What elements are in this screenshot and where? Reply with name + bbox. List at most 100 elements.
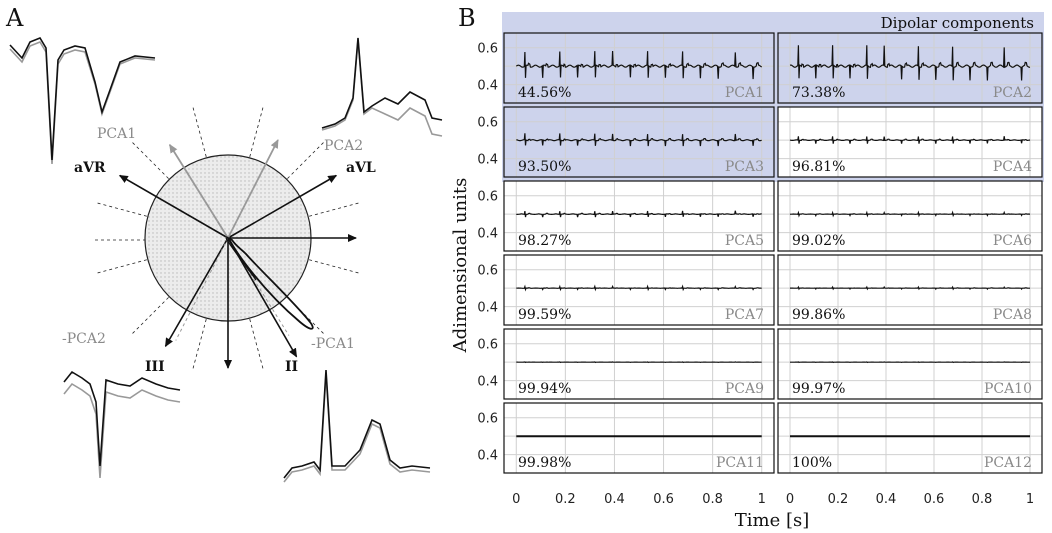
subplot-PCA4: 96.81% PCA4 (777, 106, 1043, 178)
y-tick-label: 0.6 (477, 190, 498, 205)
lead-label: III (145, 359, 165, 375)
cumulative-variance-label: 99.59% (518, 307, 571, 323)
x-tick-label: 0 (512, 492, 520, 507)
lead-axis-aVR (118, 174, 229, 239)
component-trace (515, 50, 763, 80)
subplot-PCA1: 44.56% PCA1 0.4 0.6 (477, 32, 775, 104)
ecg-top-left-measured (9, 37, 156, 161)
component-label: PCA10 (984, 381, 1032, 397)
subplot-frame (503, 106, 775, 178)
vector-loop (225, 235, 314, 330)
component-label: PCA4 (993, 159, 1032, 175)
x-tick-label: 0.8 (972, 492, 993, 507)
subplot-frame (777, 106, 1043, 178)
subplot-frame (777, 180, 1043, 252)
subplot-background (778, 255, 1042, 325)
panel-b-pca-components: Dipolar components 44.56% PCA1 0.4 0.6 73.38%… (450, 12, 1044, 531)
y-tick-label: 0.6 (477, 42, 498, 57)
lead-label: aVL (346, 160, 376, 176)
x-tick-label: 0.4 (876, 492, 897, 507)
subplot-PCA10: 99.97% PCA10 (777, 328, 1043, 400)
component-trace (790, 285, 1030, 291)
component-label: PCA8 (993, 307, 1032, 323)
y-tick-label: 0.4 (477, 227, 498, 242)
component-label: PCA5 (725, 233, 764, 249)
ecg-top-right-measured (321, 37, 443, 129)
pca-axis-label: PCA1 (97, 126, 136, 142)
component-label: PCA3 (725, 159, 764, 175)
ecg-top-right-reconstructed (321, 39, 443, 137)
component-label: PCA12 (984, 455, 1032, 471)
x-axis-title: Time [s] (735, 510, 810, 531)
cumulative-variance-label: 100% (792, 455, 832, 471)
x-tick-label: 1 (758, 492, 766, 507)
component-label: PCA7 (725, 307, 764, 323)
subplot-background (504, 255, 774, 325)
subplot-frame (777, 254, 1043, 326)
x-tick-label: 0.2 (828, 492, 849, 507)
cumulative-variance-label: 99.98% (518, 455, 571, 471)
component-trace (516, 284, 762, 292)
x-tick-label: 0 (786, 492, 794, 507)
subplot-frame (503, 32, 775, 104)
component-trace (516, 361, 762, 364)
subplot-frame (503, 328, 775, 400)
x-tick-label: 0.6 (924, 492, 945, 507)
subplot-background (778, 329, 1042, 399)
pca-axis-label: PCA2 (324, 138, 363, 154)
panel-b-label: B (458, 4, 476, 32)
component-label: PCA1 (725, 85, 764, 101)
pca-axis-label: -PCA2 (62, 331, 106, 347)
pca-axis-label: -PCA1 (311, 336, 355, 352)
lead-label: II (285, 359, 298, 375)
component-trace (516, 210, 762, 218)
cumulative-variance-label: 98.27% (518, 233, 571, 249)
subplot-frame (777, 402, 1043, 474)
ecg-bottom-left-reconstructed (63, 382, 181, 479)
subplot-PCA6: 99.02% PCA6 (777, 180, 1043, 252)
component-trace (516, 133, 762, 147)
subplot-PCA12: 100% PCA12 0 0.2 0.4 0.6 0.8 1 (777, 402, 1043, 507)
component-label: PCA11 (716, 455, 764, 471)
component-trace (789, 136, 1031, 144)
subplot-background (778, 181, 1042, 251)
cumulative-variance-label: 99.86% (792, 307, 845, 323)
y-tick-label: 0.4 (477, 153, 498, 168)
lead-label: aVR (74, 160, 106, 176)
y-tick-label: 0.6 (477, 264, 498, 279)
subplot-PCA5: 98.27% PCA5 0.4 0.6 (477, 180, 775, 252)
subplot-PCA9: 99.94% PCA9 0.4 0.6 (477, 328, 775, 400)
subplot-background (778, 107, 1042, 177)
x-tick-label: 0.2 (555, 492, 576, 507)
x-tick-label: 0.8 (702, 492, 723, 507)
ecg-bottom-left-measured (63, 370, 181, 467)
cumulative-variance-label: 99.97% (792, 381, 845, 397)
y-axis-title: Adimensional units (450, 178, 471, 354)
component-label: PCA9 (725, 381, 764, 397)
y-tick-label: 0.4 (477, 449, 498, 464)
cumulative-variance-label: 93.50% (518, 159, 571, 175)
y-tick-label: 0.4 (477, 375, 498, 390)
panel-a-label: A (5, 4, 24, 32)
y-tick-label: 0.6 (477, 412, 498, 427)
y-tick-label: 0.4 (477, 79, 498, 94)
y-tick-label: 0.6 (477, 338, 498, 353)
subplot-PCA7: 99.59% PCA7 0.4 0.6 (477, 254, 775, 326)
subplot-frame (503, 402, 775, 474)
x-tick-label: 0.6 (653, 492, 674, 507)
subplot-frame (777, 328, 1043, 400)
lead-axis-aVL (227, 174, 338, 239)
component-trace (790, 361, 1031, 364)
cumulative-variance-label: 44.56% (518, 85, 571, 101)
ecg-bottom-right-reconstructed (283, 373, 431, 483)
subplot-PCA2: 73.38% PCA2 (777, 32, 1043, 104)
x-tick-label: 0.4 (604, 492, 625, 507)
component-label: PCA6 (993, 233, 1032, 249)
subplot-frame (503, 254, 775, 326)
lead-axis-III (164, 237, 229, 348)
component-trace (789, 45, 1031, 81)
cumulative-variance-label: 96.81% (792, 159, 845, 175)
dipolar-banner: Dipolar components (881, 14, 1034, 32)
subplot-frame (503, 180, 775, 252)
